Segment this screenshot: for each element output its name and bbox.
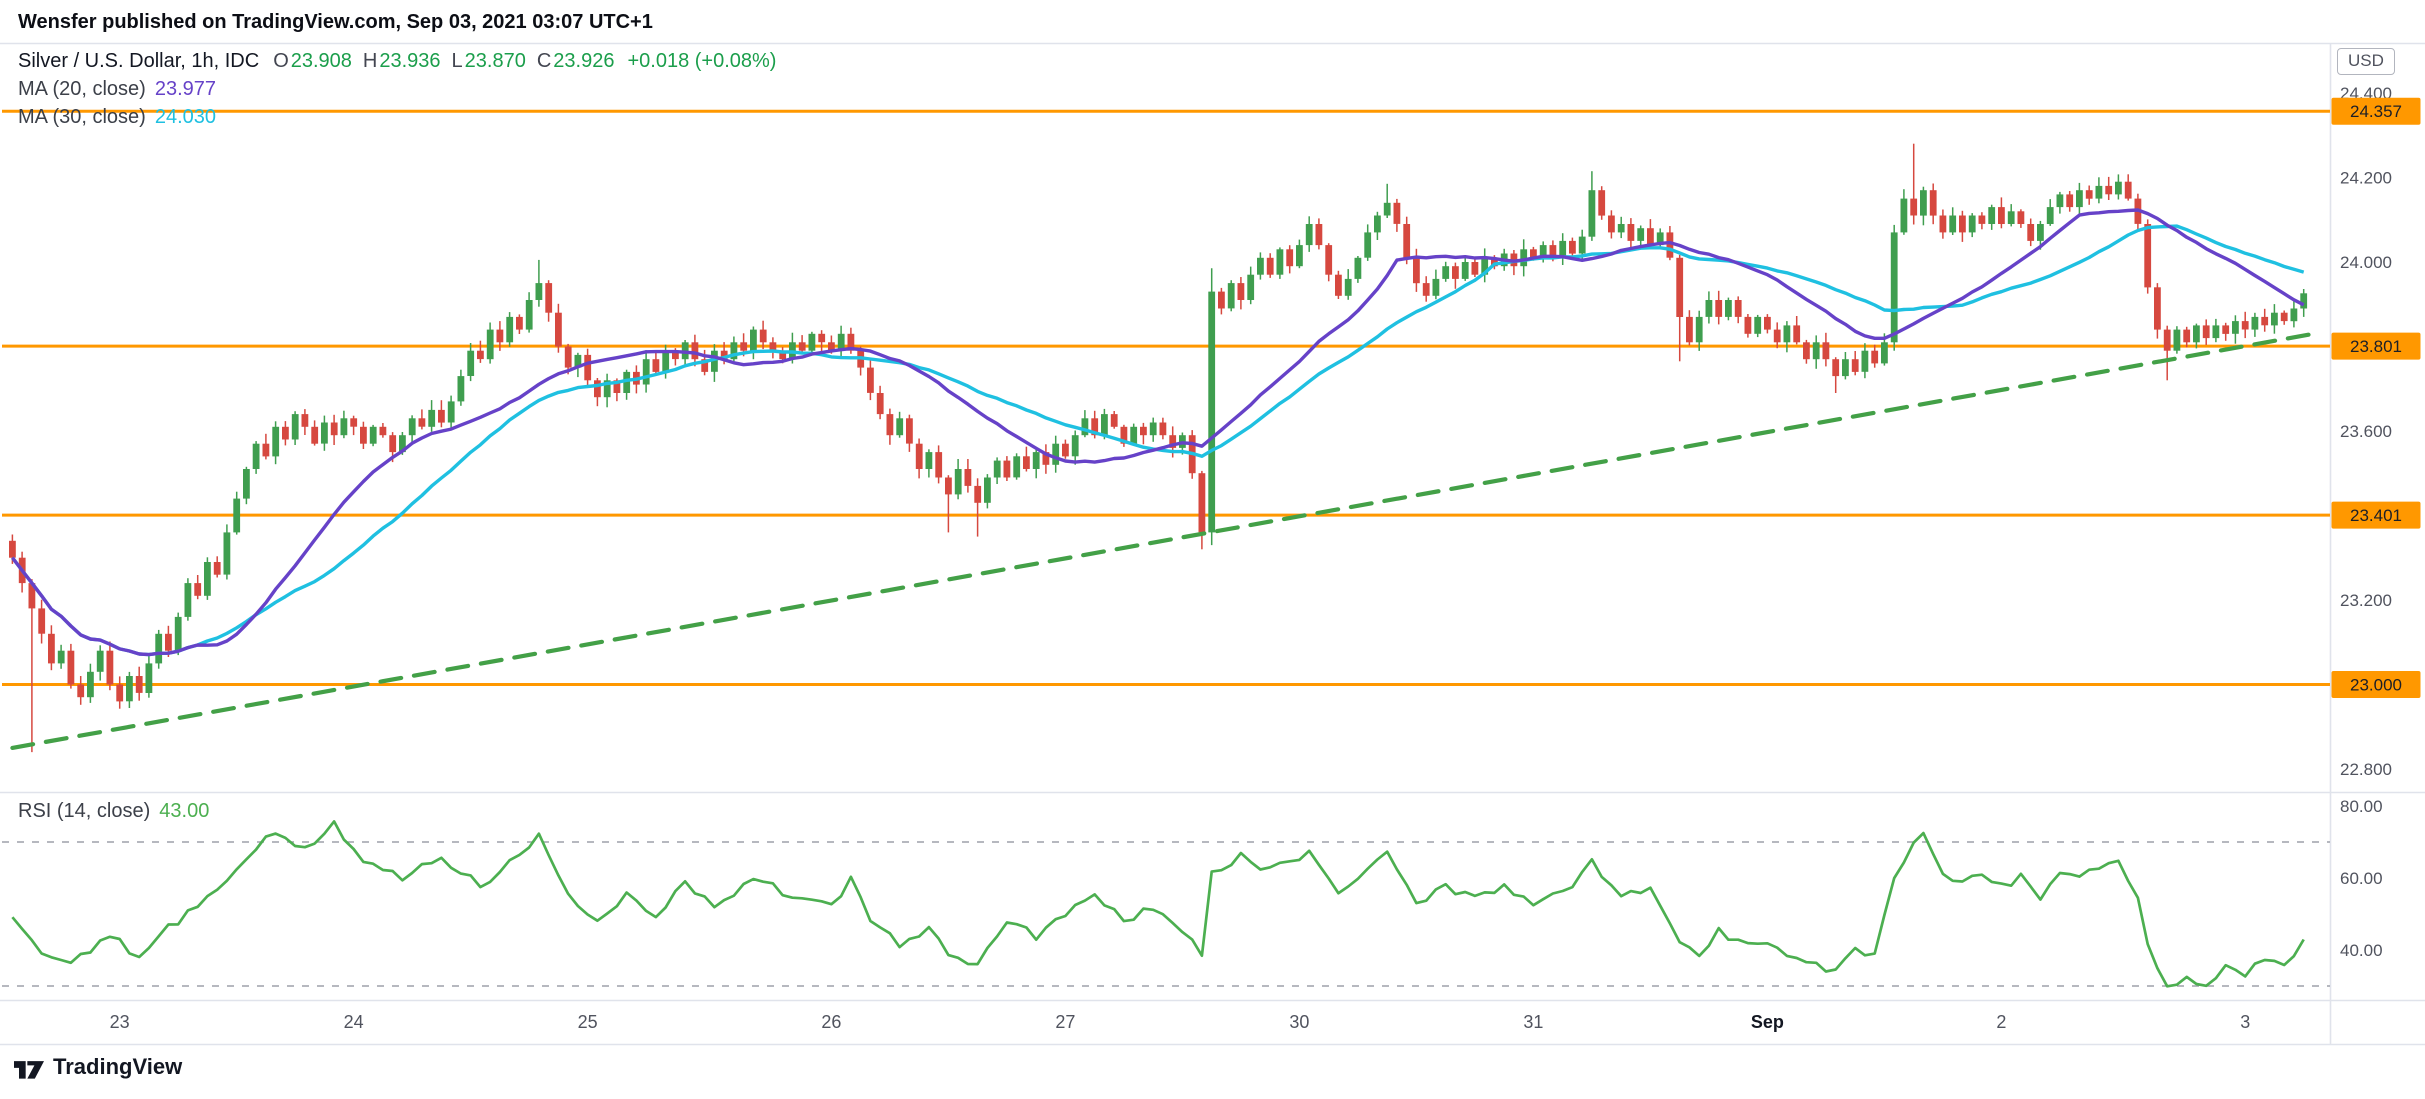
- time-axis-label: 30: [1289, 1012, 1309, 1032]
- time-axis-label: 24: [344, 1012, 364, 1032]
- rsi-line[interactable]: [11, 820, 2305, 988]
- ma20-line[interactable]: [11, 208, 2305, 657]
- time-axis-label: 26: [821, 1012, 841, 1032]
- price-line-labels: 24.357 23.801 23.401 23.000: [2331, 97, 2421, 698]
- trendline[interactable]: [10, 331, 2316, 751]
- time-axis-label: 2: [1996, 1012, 2006, 1032]
- rsi-label: RSI (14, close): [18, 800, 151, 822]
- svg-text:24.200: 24.200: [2340, 169, 2392, 188]
- ma20-legend-row[interactable]: MA (20, close) 23.977: [18, 78, 776, 106]
- rsi-legend-row[interactable]: RSI (14, close) 43.00: [18, 800, 209, 828]
- ma30-line[interactable]: [11, 224, 2305, 657]
- ma30-legend-row[interactable]: MA (30, close) 24.030: [18, 106, 776, 134]
- svg-text:23.801: 23.801: [2350, 337, 2402, 356]
- time-axis[interactable]: [0, 1001, 2330, 1044]
- ohlc-close: C 23.926: [536, 50, 615, 72]
- time-axis-label: 25: [578, 1012, 598, 1032]
- time-axis-label: 23: [110, 1012, 130, 1032]
- currency-label[interactable]: USD: [2337, 48, 2395, 75]
- ma20-label: MA (20, close): [18, 78, 146, 100]
- svg-text:24.000: 24.000: [2340, 253, 2392, 272]
- svg-text:24.357: 24.357: [2350, 102, 2402, 121]
- ohlc-high: H 23.936: [362, 50, 441, 72]
- ohlc-open: O 23.908: [273, 50, 352, 72]
- ma20-value: 23.977: [154, 78, 216, 100]
- tradingview-logo-icon: [14, 1061, 44, 1079]
- tradingview-logo-text: TradingView: [53, 1054, 183, 1079]
- rsi-axis-label: 40.00: [2340, 941, 2383, 960]
- rsi-axis-label: 60.00: [2340, 869, 2383, 888]
- time-axis-label: Sep: [1751, 1012, 1784, 1032]
- time-axis-label: 3: [2240, 1012, 2250, 1032]
- ohlc-low: L 23.870: [451, 50, 526, 72]
- publish-caption: Wensfer published on TradingView.com, Se…: [18, 11, 653, 33]
- svg-text:23.000: 23.000: [2350, 676, 2402, 695]
- horizontal-price-lines[interactable]: [2, 109, 2330, 686]
- time-axis-label: 31: [1523, 1012, 1543, 1032]
- ma30-value: 24.030: [154, 106, 216, 128]
- price-axis[interactable]: [2331, 43, 2425, 1044]
- symbol-title: Silver / U.S. Dollar, 1h, IDC: [18, 50, 260, 72]
- svg-text:23.600: 23.600: [2340, 422, 2392, 441]
- tradingview-branding[interactable]: TradingView: [14, 1054, 182, 1080]
- svg-text:23.401: 23.401: [2350, 506, 2402, 525]
- ma30-label: MA (30, close): [18, 106, 146, 128]
- svg-text:23.200: 23.200: [2340, 591, 2392, 610]
- change-value: +0.018 (+0.08%): [627, 50, 777, 72]
- rsi-value: 43.00: [159, 800, 210, 822]
- rsi-axis-label: 80.00: [2340, 797, 2383, 816]
- candlestick-series[interactable]: [9, 143, 2308, 753]
- svg-text:22.800: 22.800: [2340, 760, 2392, 779]
- time-axis-label: 27: [1055, 1012, 1075, 1032]
